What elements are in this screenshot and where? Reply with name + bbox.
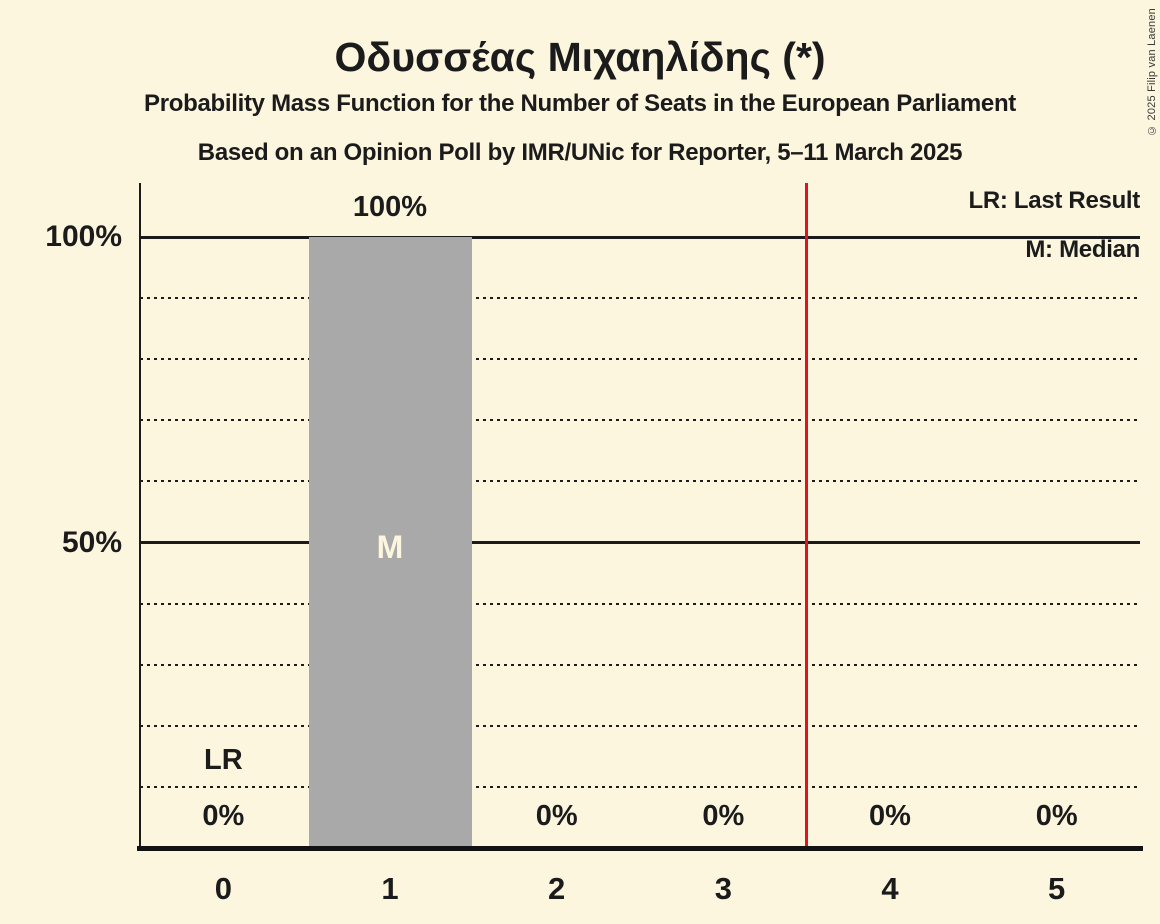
- major-gridline: [140, 235, 1140, 239]
- majority-line: [805, 183, 809, 848]
- chart-title: Οδυσσέας Μιχαηλίδης (*): [334, 34, 826, 80]
- x-tick-1: 1: [381, 871, 399, 906]
- minor-gridline: [140, 297, 1140, 300]
- value-label-seats-3: 0%: [702, 800, 745, 832]
- value-label-seats-4: 0%: [869, 800, 911, 832]
- x-tick-5: 5: [1048, 871, 1066, 906]
- minor-gridline: [140, 602, 1140, 605]
- value-label-seats-2: 0%: [535, 800, 578, 832]
- x-tick-4: 4: [881, 871, 899, 906]
- x-tick-3: 3: [714, 871, 732, 906]
- value-label-seats-0: 0%: [202, 800, 245, 832]
- minor-gridline: [140, 480, 1140, 483]
- major-gridline: [140, 541, 1140, 544]
- legend-median: M: Median: [1025, 236, 1140, 263]
- y-tick-100: 100%: [45, 220, 122, 253]
- x-axis-line: [137, 846, 1143, 851]
- y-tick-50: 50%: [61, 525, 122, 559]
- x-tick-2: 2: [548, 871, 566, 906]
- chart-poll-source: Based on an Opinion Poll by IMR/UNic for…: [197, 139, 963, 166]
- bar-seats-1: [308, 237, 472, 848]
- minor-gridline: [140, 358, 1140, 361]
- minor-gridline: [140, 419, 1140, 422]
- minor-gridline: [140, 724, 1140, 727]
- minor-gridline: [140, 663, 1140, 666]
- legend-last-result: LR: Last Result: [968, 187, 1140, 214]
- x-tick-0: 0: [214, 871, 232, 906]
- minor-gridline: [140, 785, 1140, 788]
- value-label-seats-5: 0%: [1035, 800, 1078, 832]
- annotation-median: M: [376, 529, 404, 565]
- y-axis-line: [139, 183, 141, 848]
- chart-subtitle: Probability Mass Function for the Number…: [143, 90, 1016, 117]
- annotation-last-result: LR: [203, 744, 243, 776]
- value-label-seats-1: 100%: [352, 191, 428, 223]
- copyright-notice: © 2025 Filip van Laenen: [1146, 8, 1158, 136]
